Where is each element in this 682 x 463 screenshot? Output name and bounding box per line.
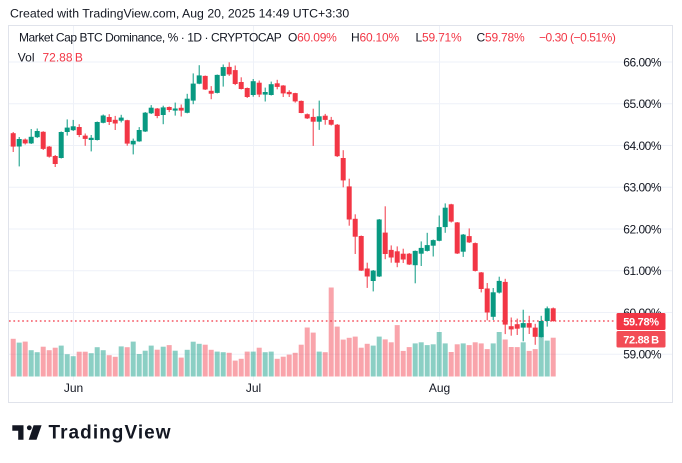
svg-text:59.78%: 59.78%: [623, 317, 659, 329]
svg-text:Jun: Jun: [64, 381, 83, 395]
svg-text:66.00%: 66.00%: [623, 55, 662, 69]
svg-text:Vol: Vol: [18, 50, 35, 64]
svg-text:Created with TradingView.com,: Created with TradingView.com, Aug 20, 20…: [10, 7, 349, 21]
svg-text:Jul: Jul: [246, 381, 261, 395]
svg-text:Market Cap BTC Dominance, % ·: Market Cap BTC Dominance, % · 1D · CRYPT…: [19, 31, 282, 45]
svg-text:62.00%: 62.00%: [623, 222, 662, 236]
svg-text:C59.78%: C59.78%: [477, 31, 525, 45]
svg-text:L59.71%: L59.71%: [416, 31, 463, 45]
svg-text:Aug: Aug: [429, 381, 450, 395]
svg-text:61.00%: 61.00%: [623, 264, 662, 278]
svg-text:H60.10%: H60.10%: [351, 31, 399, 45]
svg-text:65.00%: 65.00%: [623, 97, 662, 111]
svg-text:72.88 B: 72.88 B: [623, 335, 659, 347]
svg-text:O60.09%: O60.09%: [288, 31, 337, 45]
svg-text:72.88 B: 72.88 B: [43, 50, 83, 64]
svg-text:−0.30 (−0.51%): −0.30 (−0.51%): [539, 31, 616, 45]
svg-text:63.00%: 63.00%: [623, 181, 662, 195]
svg-text:59.00%: 59.00%: [623, 348, 662, 362]
svg-text:64.00%: 64.00%: [623, 139, 662, 153]
svg-text:TradingView: TradingView: [49, 423, 172, 444]
